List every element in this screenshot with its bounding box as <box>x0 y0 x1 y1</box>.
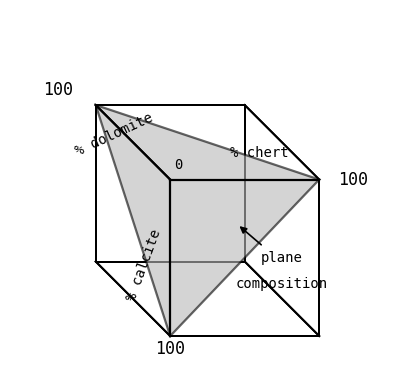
Polygon shape <box>96 105 319 336</box>
Text: composition: composition <box>236 277 328 291</box>
Text: % chert: % chert <box>230 147 289 160</box>
Text: 100: 100 <box>43 81 73 99</box>
Text: plane: plane <box>261 251 303 265</box>
Text: 100: 100 <box>155 340 185 358</box>
Text: % calcite: % calcite <box>125 227 164 303</box>
Text: 100: 100 <box>338 171 368 188</box>
Text: 0: 0 <box>174 158 182 172</box>
Text: % dolomite: % dolomite <box>73 111 155 159</box>
